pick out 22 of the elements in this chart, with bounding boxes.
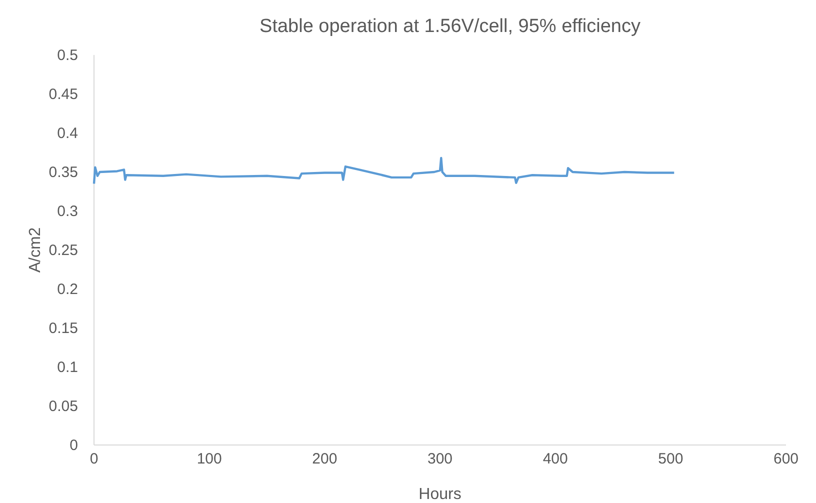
y-tick-label: 0.2: [57, 280, 78, 298]
x-tick-label: 400: [542, 450, 568, 468]
y-tick-label: 0.5: [57, 46, 78, 64]
x-tick-label: 300: [427, 450, 453, 468]
y-tick-label: 0.3: [57, 202, 78, 220]
y-tick-label: 0.15: [48, 320, 78, 337]
y-tick-label: 0.25: [48, 242, 78, 259]
y-tick-label: 0.05: [48, 398, 78, 415]
x-tick-label: 600: [773, 450, 799, 468]
line-series: [92, 156, 676, 185]
y-tick-label: 0.45: [48, 86, 78, 103]
chart-title: Stable operation at 1.56V/cell, 95% efficiency: [260, 16, 641, 37]
y-tick-label: 0: [70, 436, 78, 454]
x-tick-label: 0: [90, 450, 98, 468]
x-tick-label: 500: [658, 450, 684, 468]
y-tick-label: 0.35: [48, 164, 78, 181]
x-tick-label: 200: [312, 450, 338, 468]
x-axis-title: Hours: [418, 486, 462, 503]
y-tick-label: 0.1: [57, 358, 78, 376]
y-tick-label: 0.4: [57, 124, 78, 142]
y-axis-title: A/cm2: [27, 227, 44, 273]
x-tick-label: 100: [196, 450, 222, 468]
